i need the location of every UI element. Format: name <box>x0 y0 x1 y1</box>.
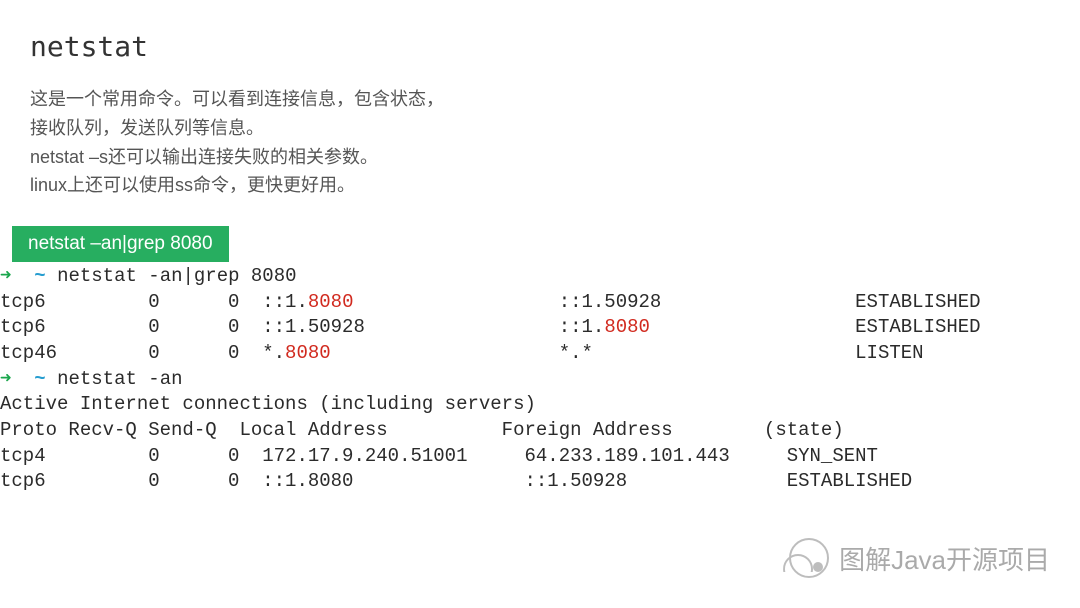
desc-line: netstat –s还可以输出连接失败的相关参数。 <box>30 143 1050 172</box>
desc-line: linux上还可以使用ss命令，更快更好用。 <box>30 171 1050 200</box>
watermark-text: 图解Java开源项目 <box>839 540 1050 577</box>
description-block: 这是一个常用命令。可以看到连接信息，包含状态， 接收队列，发送队列等信息。 ne… <box>30 85 1050 200</box>
wechat-icon <box>789 538 829 578</box>
terminal-output: ➜ ~ netstat -an|grep 8080 tcp6 0 0 ::1.8… <box>0 264 1050 495</box>
desc-line: 接收队列，发送队列等信息。 <box>30 114 1050 143</box>
desc-line: 这是一个常用命令。可以看到连接信息，包含状态， <box>30 85 1050 114</box>
page-title: netstat <box>30 30 1050 63</box>
command-banner: netstat –an|grep 8080 <box>12 226 229 262</box>
watermark: 图解Java开源项目 <box>789 538 1050 578</box>
